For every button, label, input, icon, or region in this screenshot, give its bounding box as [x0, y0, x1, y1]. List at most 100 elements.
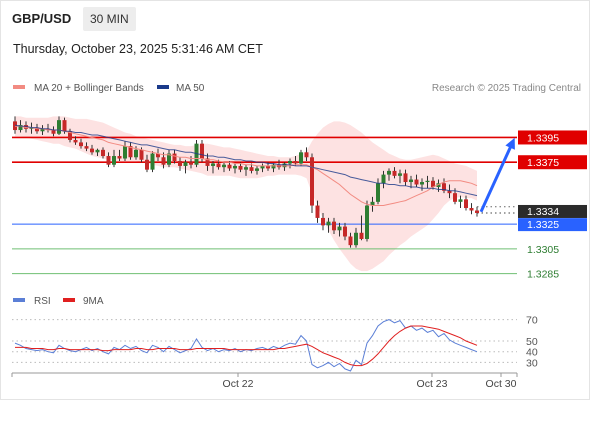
candle-bull — [167, 153, 171, 165]
candle-bull — [112, 156, 116, 165]
candle-bear — [332, 221, 336, 231]
candle-bull — [458, 199, 463, 202]
candle-bear — [128, 146, 133, 158]
candle-bear — [79, 142, 83, 147]
rsi-tick-70: 70 — [526, 315, 538, 327]
time-tick-label: Oct 23 — [417, 378, 448, 390]
candle-bull — [194, 143, 199, 165]
candle-bear — [238, 165, 243, 170]
timestamp: Thursday, October 23, 2025 5:31:46 AM CE… — [13, 42, 263, 56]
candle-bear — [156, 153, 160, 158]
candle-bear — [249, 167, 254, 171]
candle-bear — [145, 159, 149, 170]
candle-bull — [398, 173, 402, 176]
candle-bear — [24, 125, 28, 129]
ma20-legend-label: MA 20 + Bollinger Bands — [34, 83, 144, 94]
candle-bear — [46, 128, 50, 131]
candle-bear — [431, 180, 435, 187]
candle-bear — [343, 226, 347, 237]
candle-bull — [425, 180, 430, 183]
candle-bear — [464, 199, 468, 209]
candle-bear — [139, 149, 144, 160]
candle-bear — [304, 152, 309, 158]
candle-bull — [365, 205, 369, 239]
candle-bull — [381, 174, 386, 184]
level-label-1.3395: 1.3395 — [527, 132, 559, 144]
candle-bear — [414, 179, 419, 185]
candle-bull — [255, 168, 259, 171]
candle-bear — [348, 236, 353, 246]
candle-bear — [161, 157, 166, 165]
credit-text: Research © 2025 Trading Central — [432, 83, 581, 94]
candle-bull — [271, 164, 276, 169]
rsi-tick-40: 40 — [526, 347, 538, 359]
ma20-line — [15, 125, 478, 206]
candle-bear — [90, 148, 94, 153]
candle-bull — [57, 120, 61, 134]
candle-bull — [29, 127, 34, 129]
timeframe-button[interactable]: 30 MIN — [83, 7, 136, 31]
candle-bear — [392, 170, 397, 176]
candle-bear — [51, 130, 56, 134]
candle-bull — [95, 149, 100, 153]
candle-bear — [321, 217, 325, 226]
candle-bull — [376, 183, 380, 202]
candle-bull — [244, 167, 248, 170]
last-price-label: 1.3334 — [527, 206, 559, 218]
level-tag-1.3325 — [518, 218, 587, 232]
candle-bear — [106, 156, 111, 165]
candle-bear — [266, 165, 270, 169]
candle-bull — [134, 149, 138, 158]
ma9-legend-label: 9MA — [83, 296, 104, 307]
candle-bear — [310, 157, 314, 206]
level-label-1.3305: 1.3305 — [527, 244, 559, 256]
candle-bull — [420, 182, 424, 185]
candle-bull — [150, 153, 155, 170]
level-tag-1.3395 — [518, 130, 587, 145]
candle-bear — [73, 139, 78, 143]
candle-bear — [172, 153, 177, 161]
candle-bull — [282, 163, 287, 168]
candle-bull — [409, 179, 413, 183]
candle-bear — [13, 121, 17, 131]
bollinger-band-area — [15, 116, 477, 272]
level-label-1.3285: 1.3285 — [527, 269, 559, 281]
candle-bull — [354, 232, 358, 246]
candle-bull — [370, 201, 375, 206]
candle-bear — [293, 160, 298, 164]
time-tick-label: Oct 30 — [486, 378, 517, 390]
candle-bull — [222, 164, 226, 168]
ma9-legend-swatch — [63, 298, 75, 302]
rsi-9ma-line — [15, 325, 478, 367]
candle-bear — [35, 127, 39, 132]
ma50-legend-swatch — [157, 85, 169, 89]
ma20-legend-swatch — [13, 85, 25, 89]
candle-bull — [299, 152, 303, 164]
level-label-1.3375: 1.3375 — [527, 157, 559, 169]
candle-bear — [453, 193, 457, 202]
candle-bull — [123, 146, 127, 159]
candle-bear — [475, 210, 479, 213]
candle-bear — [315, 205, 320, 218]
ma50-legend-label: MA 50 — [176, 83, 205, 94]
candle-bull — [288, 160, 292, 164]
rsi-tick-30: 30 — [526, 357, 538, 369]
candle-bear — [442, 183, 446, 191]
candle-bear — [227, 164, 232, 169]
level-tag-1.3375 — [518, 155, 587, 170]
candle-bear — [403, 173, 408, 183]
candle-bull — [211, 163, 215, 166]
time-tick-label: Oct 22 — [223, 378, 254, 390]
last-price-tag — [518, 204, 587, 218]
candle-bull — [260, 165, 265, 169]
symbol-label[interactable]: GBP/USD — [12, 11, 72, 26]
candle-bear — [216, 163, 221, 168]
candle-bear — [447, 190, 452, 194]
projection-arrow-head — [505, 137, 515, 150]
candle-bull — [183, 162, 188, 166]
candle-bull — [326, 221, 331, 226]
candle-bear — [469, 208, 474, 211]
candle-bear — [68, 131, 72, 140]
candle-bear — [84, 146, 89, 149]
